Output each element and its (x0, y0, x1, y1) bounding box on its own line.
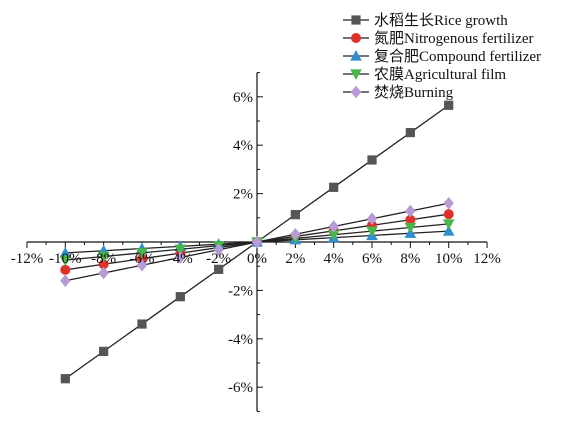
data-point (442, 225, 455, 236)
legend-item: 焚烧Burning (343, 84, 454, 101)
data-point (329, 182, 339, 192)
data-point (60, 374, 70, 384)
data-point (213, 243, 224, 257)
data-point (442, 219, 455, 230)
data-point (99, 346, 109, 356)
x-tick-label: -10% (49, 251, 82, 267)
legend-marker (350, 50, 362, 61)
x-tick-label: -4% (168, 251, 193, 267)
legend-label: 复合肥Compound fertilizer (374, 47, 541, 65)
data-point (443, 197, 454, 210)
legend-item: 氮肥Nitrogenous fertilizer (343, 30, 534, 47)
x-tick-label: 10% (435, 251, 463, 267)
data-point (175, 251, 186, 264)
data-point (404, 222, 417, 234)
data-point (60, 274, 71, 287)
data-point (290, 227, 301, 241)
data-point (443, 209, 454, 220)
y-tick-label: 6% (233, 90, 253, 106)
y-tick-label: -6% (228, 380, 253, 396)
series-0 (60, 100, 454, 384)
x-tick-label: -12% (11, 251, 44, 267)
data-point (214, 264, 224, 274)
legend-item: 复合肥Compound fertilizer (343, 47, 541, 65)
x-tick-label: 2% (285, 251, 305, 267)
x-tick-label: -8% (91, 251, 116, 267)
x-tick-label: -2% (206, 251, 231, 267)
legend-marker (350, 32, 361, 43)
legend-item: 水稻生长Rice growth (343, 12, 508, 29)
y-tick-label: 4% (233, 138, 253, 154)
data-point (174, 244, 187, 256)
x-tick-label: 8% (400, 251, 420, 267)
data-point (405, 128, 415, 138)
legend-label: 农膜Agricultural film (374, 66, 506, 83)
x-tick-label: 12% (473, 251, 501, 267)
x-tick-label: -6% (129, 251, 154, 267)
data-point (444, 100, 454, 110)
data-point (366, 226, 378, 238)
data-point (405, 204, 416, 218)
data-point (328, 220, 339, 233)
y-tick-label: -2% (228, 283, 253, 299)
data-point (251, 235, 263, 249)
data-point (290, 210, 300, 220)
legend-label: 焚烧Burning (374, 84, 454, 101)
data-point (366, 212, 378, 226)
y-tick-label: 2% (233, 187, 253, 203)
x-tick-label: 0% (247, 251, 267, 267)
data-point (59, 255, 72, 267)
data-point (136, 258, 148, 272)
x-tick-label: 6% (362, 251, 382, 267)
data-point (175, 292, 185, 302)
legend-marker (350, 69, 362, 80)
data-point (98, 266, 109, 280)
legend-label: 水稻生长Rice growth (374, 12, 508, 29)
tick-labels: -12% -10% -8% -6% -4% -2% 0% 2% 4% 6% 8% 10% 12%-6%-… (11, 90, 501, 396)
chart-series (59, 100, 455, 384)
legend-label: 氮肥Nitrogenous fertilizer (374, 30, 534, 47)
data-point (367, 155, 377, 165)
legend-marker (350, 85, 362, 99)
legend-item: 农膜Agricultural film (343, 66, 506, 83)
series-4 (60, 197, 454, 287)
data-point (97, 251, 110, 263)
y-tick-label: -4% (228, 332, 253, 348)
legend-marker (351, 15, 361, 25)
data-point (137, 319, 147, 329)
x-tick-label: 4% (324, 251, 344, 267)
data-point (136, 248, 148, 259)
